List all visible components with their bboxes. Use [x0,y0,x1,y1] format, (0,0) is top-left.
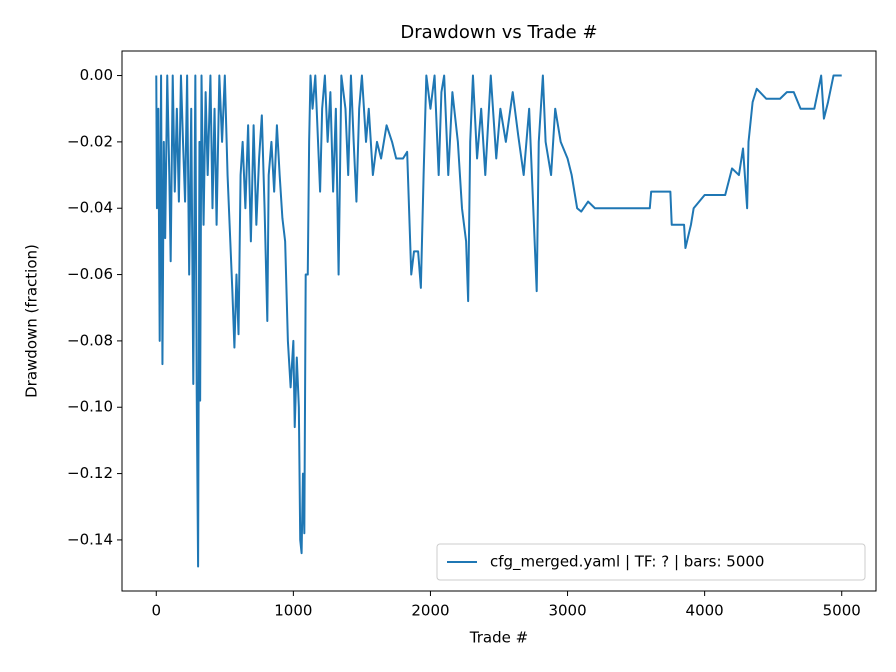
x-axis-label: Trade # [469,629,528,647]
y-tick-label: −0.08 [67,331,113,349]
legend-box [436,543,866,581]
y-axis-label: Drawdown (fraction) [23,244,41,398]
y-tick-label: −0.04 [67,199,113,217]
x-tick-label: 5000 [823,602,861,620]
x-tick-label: 0 [151,602,161,620]
plot-frame [121,50,877,592]
data-line [155,74,842,568]
x-tick-label: 3000 [548,602,586,620]
x-tick-label: 2000 [411,602,449,620]
y-tick-label: −0.14 [67,530,113,548]
y-tick-label: −0.12 [67,464,113,482]
y-tick-label: −0.10 [67,398,113,416]
legend-label: cfg_merged.yaml | TF: ? | bars: 5000 [490,553,764,572]
y-tick-label: −0.02 [67,132,113,150]
y-tick-label: −0.06 [67,265,113,283]
chart-title: Drawdown vs Trade # [400,22,597,43]
x-tick-label: 1000 [274,602,312,620]
y-tick-label: 0.00 [80,66,113,84]
x-tick-label: 4000 [686,602,724,620]
